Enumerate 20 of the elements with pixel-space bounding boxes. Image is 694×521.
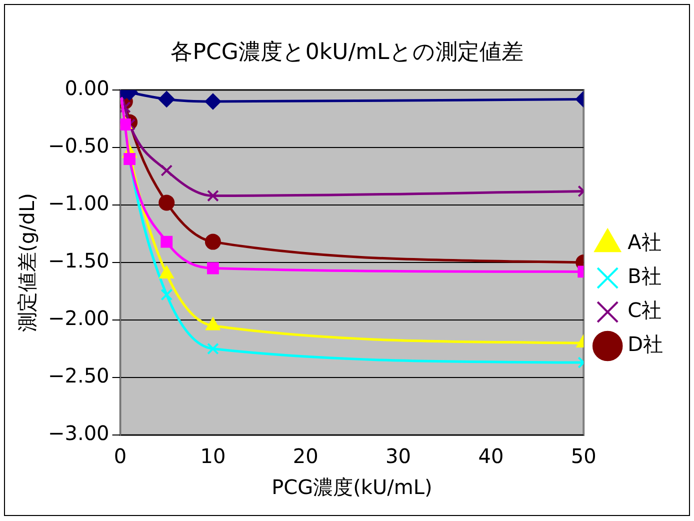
legend-label: B社 <box>628 264 662 288</box>
x-tick-label: 20 <box>292 444 318 468</box>
x-tick-label: 50 <box>570 444 596 468</box>
x-tick-label: 0 <box>114 444 127 468</box>
y-tick-label: −2.00 <box>48 306 110 330</box>
legend-label: A社 <box>628 230 662 254</box>
legend-label: C社 <box>628 298 662 322</box>
y-tick-label: −3.00 <box>48 421 110 446</box>
chart-title: 各PCG濃度と0kU/mLとの測定値差 <box>170 39 524 67</box>
x-axis-title: PCG濃度(kU/mL) <box>272 475 432 500</box>
y-tick-label: −1.50 <box>48 248 110 273</box>
x-tick-label: 40 <box>478 444 504 468</box>
y-tick-label: −1.00 <box>48 191 110 216</box>
y-tick-label: 0.00 <box>64 76 110 100</box>
y-tick-label: −2.50 <box>48 364 110 388</box>
legend-label: D社 <box>628 332 664 356</box>
x-tick-label: 10 <box>200 444 226 468</box>
y-tick-label: −0.50 <box>48 134 110 158</box>
y-axis-title: 測定値差(g/dL) <box>15 193 40 332</box>
x-tick-label: 30 <box>386 444 411 468</box>
